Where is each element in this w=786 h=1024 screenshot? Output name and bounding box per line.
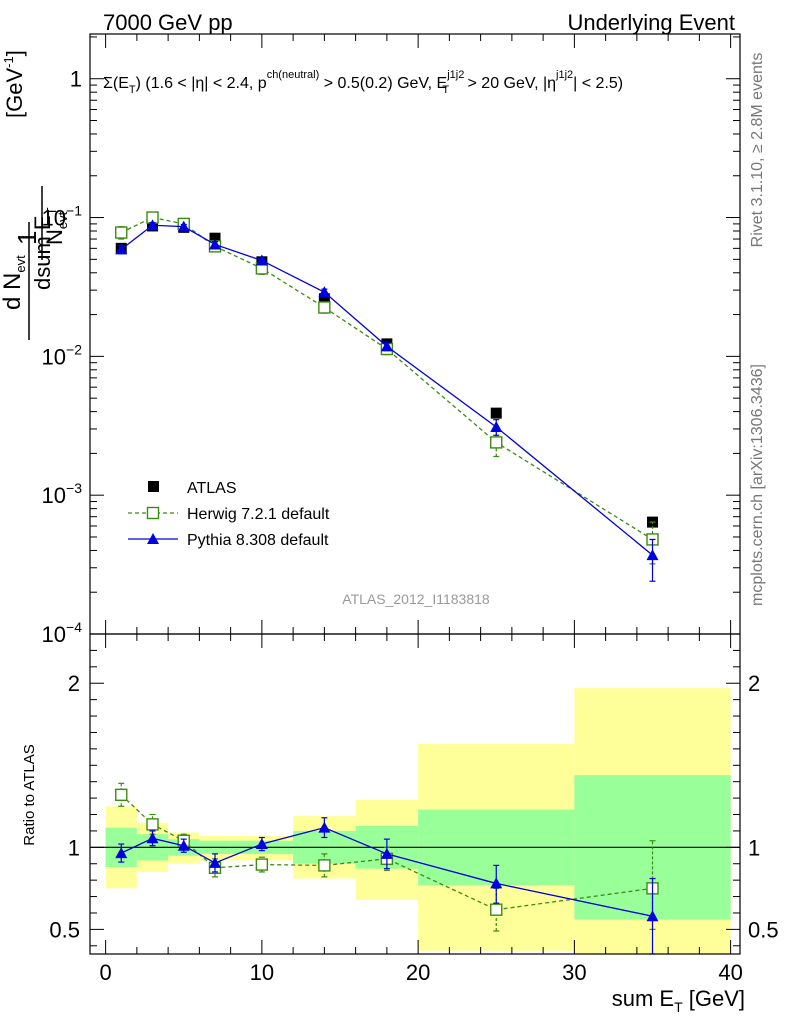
pythia-point <box>380 340 393 352</box>
ratio-y-tick-label-right: 1 <box>748 835 760 860</box>
main-y-tick-label: 10−3 <box>42 480 83 508</box>
pythia-ratio-point <box>318 821 331 833</box>
atlas-point <box>209 232 221 244</box>
svg-text:1: 1 <box>12 231 42 245</box>
herwig-ratio-point <box>146 818 159 831</box>
svg-text:[GeV-1]: [GeV-1] <box>1 50 27 118</box>
herwig-point <box>115 226 128 239</box>
ratio-y-axis-label: Ratio to ATLAS <box>21 744 38 845</box>
pythia-point <box>115 243 128 255</box>
main-data-layer <box>115 211 659 582</box>
herwig-ratio-point <box>115 788 128 802</box>
main-title: Σ(ET) (1.6 < |η| < 2.4, pch(neutral) > 0… <box>103 69 623 96</box>
svg-text:Pythia 8.308 default: Pythia 8.308 default <box>187 532 329 549</box>
herwig-ratio-point <box>255 858 269 871</box>
pythia-ratio-point <box>115 847 128 859</box>
main-y-axis-label: 1 Nevt d Nevt dsum ET [GeV-1] <box>0 50 70 340</box>
x-tick-label: 40 <box>718 960 742 985</box>
atlas-point <box>490 407 502 419</box>
main-axes: 1 10−1 10−2 10−3 10−4 <box>42 33 741 647</box>
svg-text:dsum ET: dsum ET <box>30 207 59 290</box>
x-tick-label: 20 <box>406 960 430 985</box>
legend-atlas: ATLAS <box>148 480 237 497</box>
mcplots-label: mcplots.cern.ch [arXiv:1306.3436] <box>749 364 766 606</box>
rivet-label: Rivet 3.1.10, ≥ 2.8M events <box>749 53 766 248</box>
pythia-point <box>177 220 190 232</box>
svg-text:Nevt: Nevt <box>42 211 70 245</box>
atlas-point <box>318 293 330 305</box>
main-y-tick-label: 10−4 <box>42 619 83 647</box>
x-tick-label: 30 <box>562 960 586 985</box>
pythia-ratio-point <box>209 856 221 868</box>
legend-herwig: Herwig 7.2.1 default <box>128 506 330 523</box>
legend: ATLAS Herwig 7.2.1 default Pythia 8.308 … <box>128 480 330 549</box>
pythia-ratio-point <box>255 838 268 850</box>
ratio-data-layer <box>115 782 659 955</box>
ratio-y-tick-label-right: 0.5 <box>748 917 779 942</box>
pythia-ratio-point <box>146 832 159 844</box>
main-y-tick-label: 10−1 <box>42 203 83 231</box>
analysis-watermark: ATLAS_2012_I1183818 <box>342 591 490 607</box>
header-left: 7000 GeV pp <box>103 10 233 35</box>
x-tick-label: 10 <box>250 960 274 985</box>
pythia-point <box>209 238 221 250</box>
pythia-ratio-point <box>490 877 503 889</box>
svg-text:Herwig 7.2.1 default: Herwig 7.2.1 default <box>187 506 330 523</box>
herwig-ratio-point <box>490 903 503 916</box>
ratio-y-tick-label-left: 2 <box>68 671 80 696</box>
pythia-point <box>146 219 159 231</box>
pythia-point <box>646 549 659 561</box>
ratio-y-tick-label-left: 1 <box>68 835 80 860</box>
herwig-point <box>318 301 331 314</box>
pythia-ratio-point <box>177 839 190 851</box>
herwig-ratio-line <box>120 794 653 911</box>
pythia-point <box>255 254 268 266</box>
ratio-frame <box>89 633 741 955</box>
pythia-point <box>318 286 331 298</box>
legend-pythia: Pythia 8.308 default <box>128 532 329 549</box>
ratio-y-tick-label-left: 0.5 <box>49 917 80 942</box>
svg-text:ATLAS: ATLAS <box>187 480 237 497</box>
main-y-tick-label: 1 <box>70 67 82 92</box>
pythia-point <box>490 420 503 432</box>
x-axis-label: sum ET [GeV] <box>612 986 745 1015</box>
herwig-ratio-point <box>318 859 331 872</box>
header-right: Underlying Event <box>567 10 735 35</box>
pythia-ratio-point <box>380 847 393 859</box>
main-y-tick-label: 10−2 <box>42 341 83 369</box>
pythia-ratio-point <box>646 910 659 922</box>
herwig-point <box>490 436 503 449</box>
svg-text:d Nevt: d Nevt <box>0 255 28 310</box>
ratio-y-tick-label-right: 2 <box>748 671 760 696</box>
svg-text:Σ(ET) (1.6 < |η| < 2.4, pch(ne: Σ(ET) (1.6 < |η| < 2.4, pch(neutral) > 0… <box>103 69 623 96</box>
ratio-axes: 0.5 0.51 12 20 10 20 30 40 <box>49 633 779 985</box>
x-tick-label: 0 <box>100 960 112 985</box>
